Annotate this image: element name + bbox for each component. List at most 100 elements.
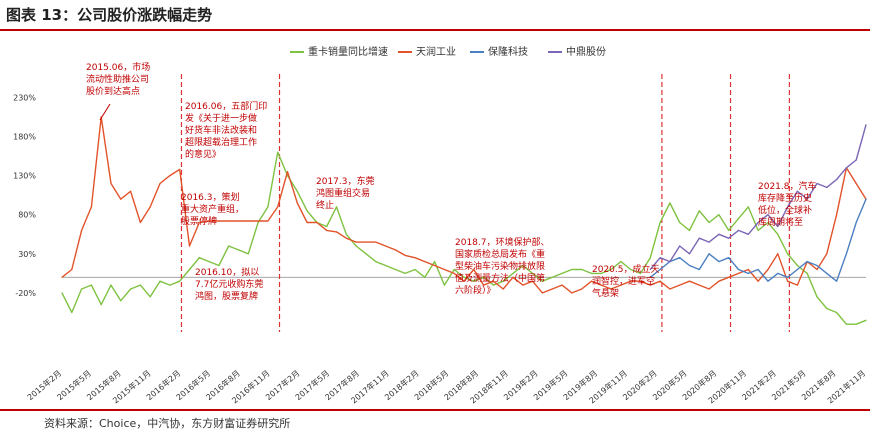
data-point — [806, 198, 808, 200]
data-point — [806, 261, 808, 263]
annotation-line: 2018.7，环境保护部、 — [455, 236, 550, 248]
x-axis: 2015年2月2015年5月2015年8月2015年11月2016年2月2016… — [25, 276, 867, 405]
data-point — [777, 225, 779, 228]
data-point — [433, 261, 436, 263]
data-point — [659, 280, 661, 282]
data-point — [208, 220, 210, 222]
data-point — [296, 190, 298, 192]
data-point — [306, 210, 308, 212]
data-point — [384, 264, 387, 267]
legend-label: 中鼎股份 — [566, 45, 606, 58]
title-rule — [0, 29, 870, 31]
annotation-line: 2021.8，汽车 — [758, 180, 817, 192]
annotation-line: 2016.3，策划 — [181, 191, 240, 203]
data-point — [394, 249, 396, 251]
data-point — [492, 280, 495, 282]
legend-label: 天润工业 — [416, 45, 456, 58]
data-point — [571, 268, 573, 271]
data-point — [679, 245, 681, 247]
annotation-line: 终止 — [316, 199, 334, 211]
data-point — [169, 284, 171, 286]
data-point — [610, 268, 612, 271]
data-point — [257, 220, 259, 222]
annotation-line: 六阶段）》 — [455, 284, 496, 296]
data-point — [718, 261, 720, 263]
series-lines — [61, 116, 867, 325]
data-point — [698, 210, 700, 212]
chart-title: 图表 13：公司股价涨跌幅走势 — [6, 6, 213, 24]
data-point — [796, 264, 798, 267]
annotation-line: 股价到达高点 — [86, 85, 140, 97]
data-point — [296, 202, 298, 204]
annotation-line: 库存降至历史 — [758, 192, 812, 204]
data-point — [208, 261, 210, 263]
annotation-text: 2016.06，五部门印发《关于进一步做好货车非法改装和超限超载治理工作的意见》 — [185, 100, 267, 160]
data-point — [718, 214, 720, 216]
data-point — [424, 276, 426, 278]
data-point — [130, 288, 132, 290]
data-point — [679, 221, 681, 224]
data-point — [679, 284, 681, 286]
data-point — [198, 221, 200, 224]
data-point — [786, 253, 789, 255]
data-point — [541, 280, 544, 282]
data-point — [855, 182, 857, 185]
data-point — [747, 206, 749, 208]
data-point — [561, 272, 563, 274]
data-point — [610, 288, 612, 290]
annotation-line: 值及测量方法（中国第 — [455, 272, 545, 284]
data-point — [728, 237, 730, 239]
data-point — [767, 221, 769, 224]
data-point — [835, 280, 838, 282]
data-point — [228, 245, 230, 247]
data-point — [865, 124, 867, 126]
data-point — [757, 221, 759, 224]
annotation-line: 2015.06，市场 — [86, 61, 150, 73]
data-point — [728, 257, 730, 259]
annotation-text: 2015.06，市场流动性助推公司股价到达高点 — [86, 61, 150, 97]
annotation-line: 重大资产重组， — [181, 203, 244, 215]
data-point — [335, 206, 338, 208]
data-point — [159, 182, 161, 185]
annotations: 2015.06，市场流动性助推公司股价到达高点 2016.06，五部门印发《关于进… — [86, 61, 817, 302]
annotation-line: 型柴油车污染物排放限 — [455, 260, 545, 272]
data-point — [375, 261, 377, 263]
data-point — [669, 261, 671, 263]
data-point — [816, 296, 818, 298]
data-point — [384, 245, 387, 247]
data-point — [100, 304, 102, 306]
y-tick-label: 30% — [18, 250, 36, 259]
data-point — [826, 272, 828, 274]
data-point — [71, 268, 73, 271]
data-point — [796, 284, 798, 286]
annotation-line: 2017.3，东莞 — [316, 175, 375, 187]
data-point — [786, 206, 789, 208]
data-point — [708, 288, 710, 290]
data-point — [404, 254, 406, 256]
annotation-line: 流动性助推公司 — [86, 73, 149, 85]
data-point — [267, 206, 269, 208]
data-point — [188, 268, 191, 271]
data-point — [786, 276, 789, 278]
data-point — [71, 311, 73, 314]
data-point — [110, 182, 112, 185]
data-point — [600, 272, 602, 274]
annotation-line: 超限超载治理工作 — [185, 136, 257, 148]
data-point — [169, 175, 171, 177]
data-point — [237, 220, 240, 222]
data-point — [277, 151, 279, 153]
annotation-line: 7.7亿元收购东莞 — [195, 278, 263, 290]
data-point — [453, 268, 455, 271]
data-point — [247, 220, 249, 222]
data-point — [757, 280, 759, 282]
data-point — [512, 276, 514, 278]
data-point — [277, 206, 279, 208]
data-point — [551, 276, 553, 278]
data-point — [424, 261, 426, 263]
data-point — [777, 253, 779, 255]
annotation-line: 润智控，进军空 — [592, 275, 655, 287]
data-point — [365, 241, 367, 243]
y-tick-label: 80% — [18, 211, 36, 220]
data-point — [228, 220, 230, 222]
data-point — [826, 253, 828, 255]
